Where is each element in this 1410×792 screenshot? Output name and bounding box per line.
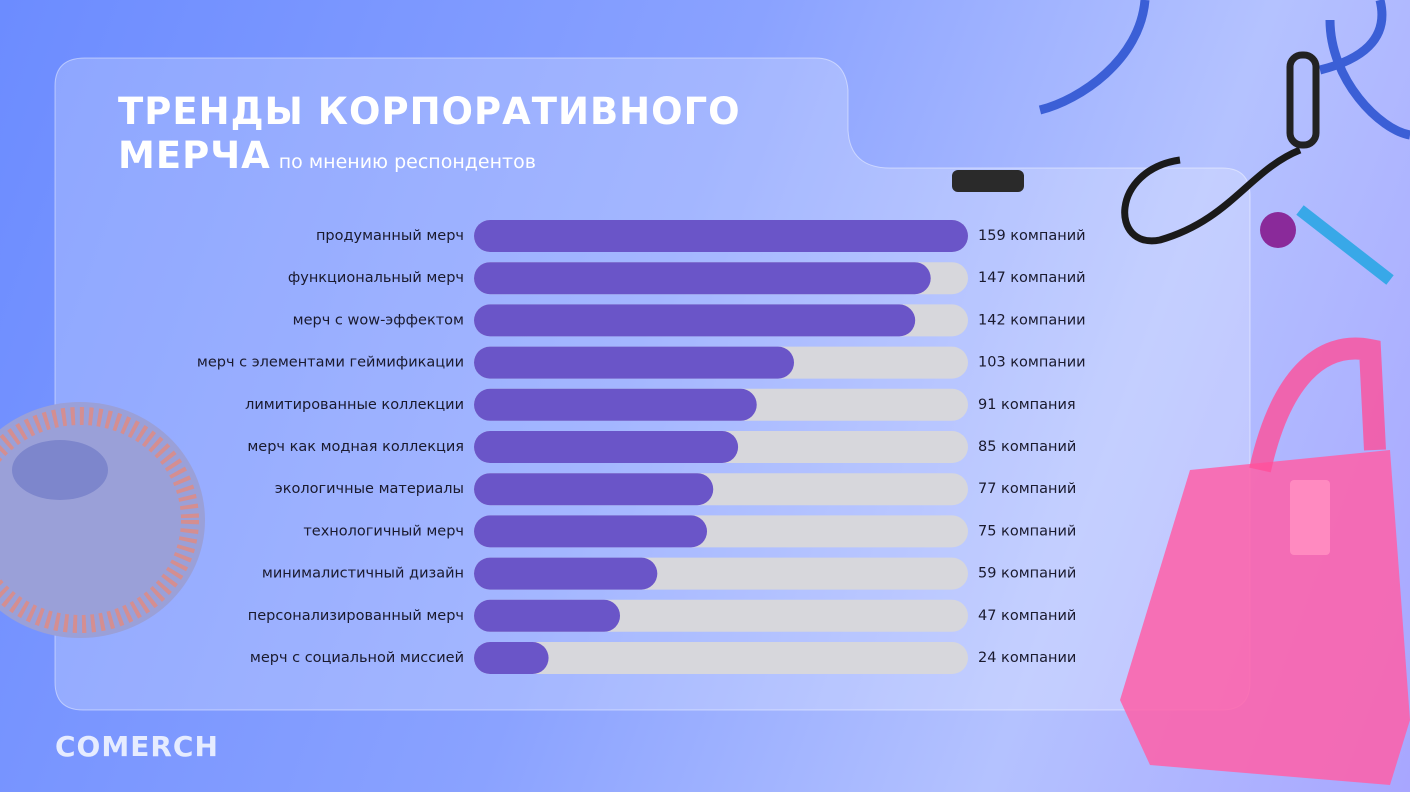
value-label: 142 компании [978, 312, 1086, 328]
bar [474, 473, 714, 506]
chart-title: ТРЕНДЫ КОРПОРАТИВНОГО МЕРЧА [118, 90, 741, 177]
bar [474, 220, 968, 252]
value-label: 159 компаний [978, 228, 1086, 244]
value-label: 24 компании [978, 650, 1076, 666]
y-tick-label: мерч с социальной миссией [250, 650, 464, 666]
bar [474, 304, 916, 337]
value-label: 75 компаний [978, 523, 1076, 539]
y-tick-label: персонализированный мерч [248, 608, 464, 624]
value-label: 47 компаний [978, 608, 1076, 624]
header: ТРЕНДЫ КОРПОРАТИВНОГО МЕРЧА по мнению рес… [118, 90, 838, 178]
value-label: 147 компаний [978, 270, 1086, 286]
y-tick-label: мерч с wow-эффектом [293, 312, 464, 328]
y-tick-label: функциональный мерч [288, 270, 464, 286]
y-tick-label: минималистичный дизайн [262, 566, 464, 582]
y-tick-label: экологичные материалы [275, 481, 464, 497]
y-tick-label: мерч с элементами геймификации [197, 355, 464, 371]
bar [474, 388, 757, 421]
y-tick-label: лимитированные коллекции [245, 397, 464, 413]
bar [474, 642, 549, 674]
bar [474, 557, 658, 590]
bar [474, 431, 739, 463]
bar-track [474, 642, 968, 674]
bag-decoration [1120, 337, 1410, 785]
value-label: 77 компаний [978, 481, 1076, 497]
y-tick-label: продуманный мерч [316, 228, 464, 244]
value-label: 103 компании [978, 355, 1086, 371]
value-label: 85 компаний [978, 439, 1076, 455]
value-label: 59 компаний [978, 566, 1076, 582]
chart-subtitle: по мнению респондентов [278, 151, 536, 173]
bar [474, 262, 931, 295]
value-label: 91 компания [978, 397, 1076, 413]
bar [474, 346, 795, 379]
lanyard-decoration [952, 0, 1410, 285]
y-tick-label: технологичный мерч [303, 523, 464, 539]
logo: COMERCH [55, 730, 219, 763]
y-tick-label: мерч как модная коллекция [247, 439, 464, 455]
torus-decoration [0, 402, 205, 638]
bar [474, 515, 708, 548]
bar [474, 599, 621, 632]
